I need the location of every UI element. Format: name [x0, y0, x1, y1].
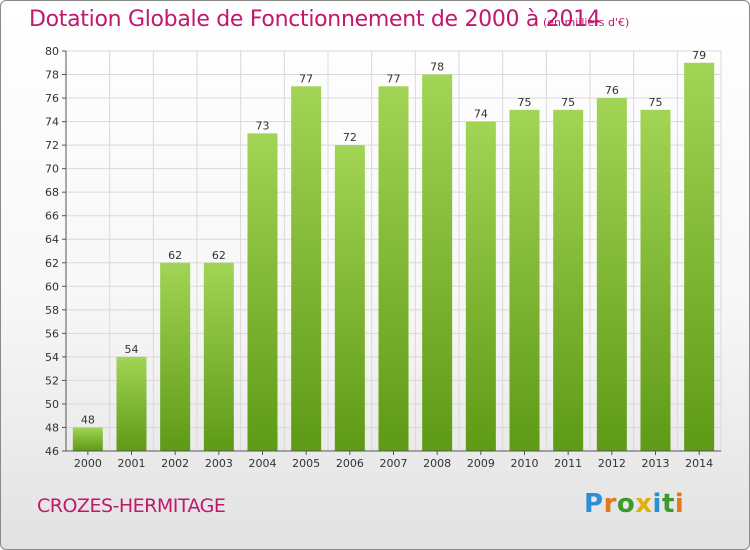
- logo-letter: r: [603, 489, 617, 519]
- bars: [72, 62, 715, 452]
- y-tick-label: 78: [45, 69, 59, 82]
- bar-2013: [640, 109, 671, 451]
- data-label-2004: 73: [256, 119, 270, 132]
- y-tick-label: 46: [45, 445, 59, 458]
- x-tick-label: 2008: [423, 457, 451, 470]
- axes: 46 48 50 52 54 56 58 60 62 64 66 68 70 72 74 76 78 80 2000…: [45, 45, 721, 470]
- x-tick-label: 2011: [554, 457, 582, 470]
- data-label-2008: 78: [430, 61, 444, 74]
- data-label-2011: 75: [561, 96, 575, 109]
- bar-2000: [72, 427, 103, 451]
- bar-2005: [291, 86, 322, 451]
- x-tick-label: 2014: [685, 457, 713, 470]
- chart-title: Dotation Globale de Fonctionnement de 20…: [29, 7, 601, 32]
- data-label-2006: 72: [343, 131, 357, 144]
- y-tick-label: 56: [45, 327, 59, 340]
- unit-label: (en milliers d'€): [543, 16, 630, 29]
- bar-2004: [247, 133, 278, 451]
- bar-2011: [553, 109, 584, 451]
- y-tick-label: 74: [45, 116, 59, 129]
- logo-letter: P: [584, 489, 604, 519]
- y-tick-label: 72: [45, 139, 59, 152]
- x-tick-label: 2000: [74, 457, 102, 470]
- y-tick-label: 58: [45, 304, 59, 317]
- x-tick-label: 2002: [161, 457, 189, 470]
- x-tick-label: 2003: [205, 457, 233, 470]
- data-label-2005: 77: [299, 72, 313, 85]
- x-tick-label: 2004: [249, 457, 277, 470]
- y-tick-label: 52: [45, 374, 59, 387]
- data-label-2001: 54: [125, 343, 139, 356]
- data-label-2010: 75: [518, 96, 532, 109]
- x-tick-label: 2001: [118, 457, 146, 470]
- y-tick-label: 76: [45, 92, 59, 105]
- logo-letter: i: [674, 489, 685, 519]
- bar-2008: [422, 74, 453, 451]
- data-label-2012: 76: [605, 84, 619, 97]
- data-label-2014: 79: [692, 49, 706, 62]
- x-tick-label: 2013: [642, 457, 670, 470]
- logo-letter: i: [652, 489, 662, 519]
- data-label-2003: 62: [212, 249, 226, 262]
- bar-2006: [334, 145, 365, 451]
- data-label-2000: 48: [81, 413, 95, 426]
- logo-letter: x: [635, 489, 653, 519]
- x-tick-label: 2009: [467, 457, 495, 470]
- y-tick-label: 60: [45, 280, 59, 293]
- bar-2001: [116, 356, 147, 451]
- bar-2010: [509, 109, 540, 451]
- y-tick-label: 64: [45, 233, 59, 246]
- x-tick-label: 2006: [336, 457, 364, 470]
- logo-letter: o: [616, 489, 636, 519]
- proxiti-logo[interactable]: Proxiti: [584, 489, 684, 519]
- bar-2009: [465, 121, 496, 452]
- y-tick-label: 50: [45, 398, 59, 411]
- y-tick-label: 66: [45, 210, 59, 223]
- bar-2014: [684, 62, 715, 451]
- data-label-2009: 74: [474, 108, 488, 121]
- bar-2002: [160, 262, 191, 451]
- y-tick-label: 80: [45, 45, 59, 58]
- y-tick-label: 68: [45, 186, 59, 199]
- logo-letter: t: [661, 489, 675, 519]
- data-label-2002: 62: [168, 249, 182, 262]
- x-tick-label: 2005: [292, 457, 320, 470]
- y-tick-label: 54: [45, 351, 59, 364]
- commune-name: CROZES-HERMITAGE: [37, 495, 226, 517]
- x-tick-label: 2007: [380, 457, 408, 470]
- y-tick-label: 48: [45, 421, 59, 434]
- bar-2007: [378, 86, 409, 451]
- data-label-2013: 75: [649, 96, 663, 109]
- y-tick-label: 70: [45, 163, 59, 176]
- data-label-2007: 77: [387, 72, 401, 85]
- bar-2012: [596, 98, 627, 451]
- data-labels: 48 54 62 62 73 77 72 77 78 74 75 75 76 75 79: [81, 49, 706, 427]
- bar-2003: [203, 262, 234, 451]
- x-tick-label: 2012: [598, 457, 626, 470]
- x-tick-label: 2010: [511, 457, 539, 470]
- y-tick-label: 62: [45, 257, 59, 270]
